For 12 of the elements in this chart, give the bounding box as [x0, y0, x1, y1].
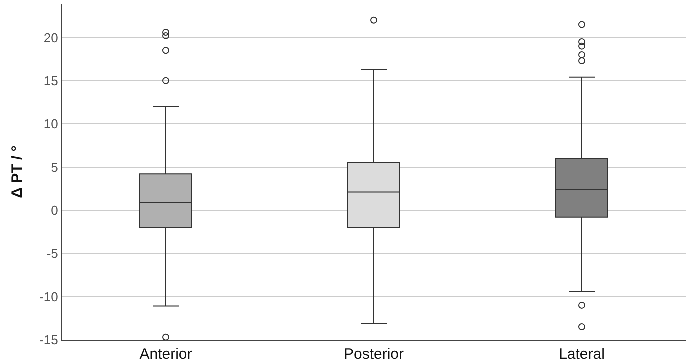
- y-tick-label: 0: [51, 202, 58, 218]
- y-tick-label: -5: [46, 246, 58, 262]
- x-tick-label: Lateral: [559, 346, 605, 363]
- x-tick-label: Posterior: [344, 346, 404, 363]
- y-axis-title: Δ PT / °: [9, 146, 26, 198]
- y-tick-label: 20: [44, 30, 58, 46]
- y-tick-label: 15: [44, 73, 58, 88]
- y-tick-label: 10: [44, 116, 58, 132]
- y-tick-label: -10: [40, 289, 58, 304]
- y-tick-label: -15: [40, 332, 58, 348]
- y-tick-label: 5: [51, 160, 58, 175]
- x-tick-label: Anterior: [140, 346, 192, 363]
